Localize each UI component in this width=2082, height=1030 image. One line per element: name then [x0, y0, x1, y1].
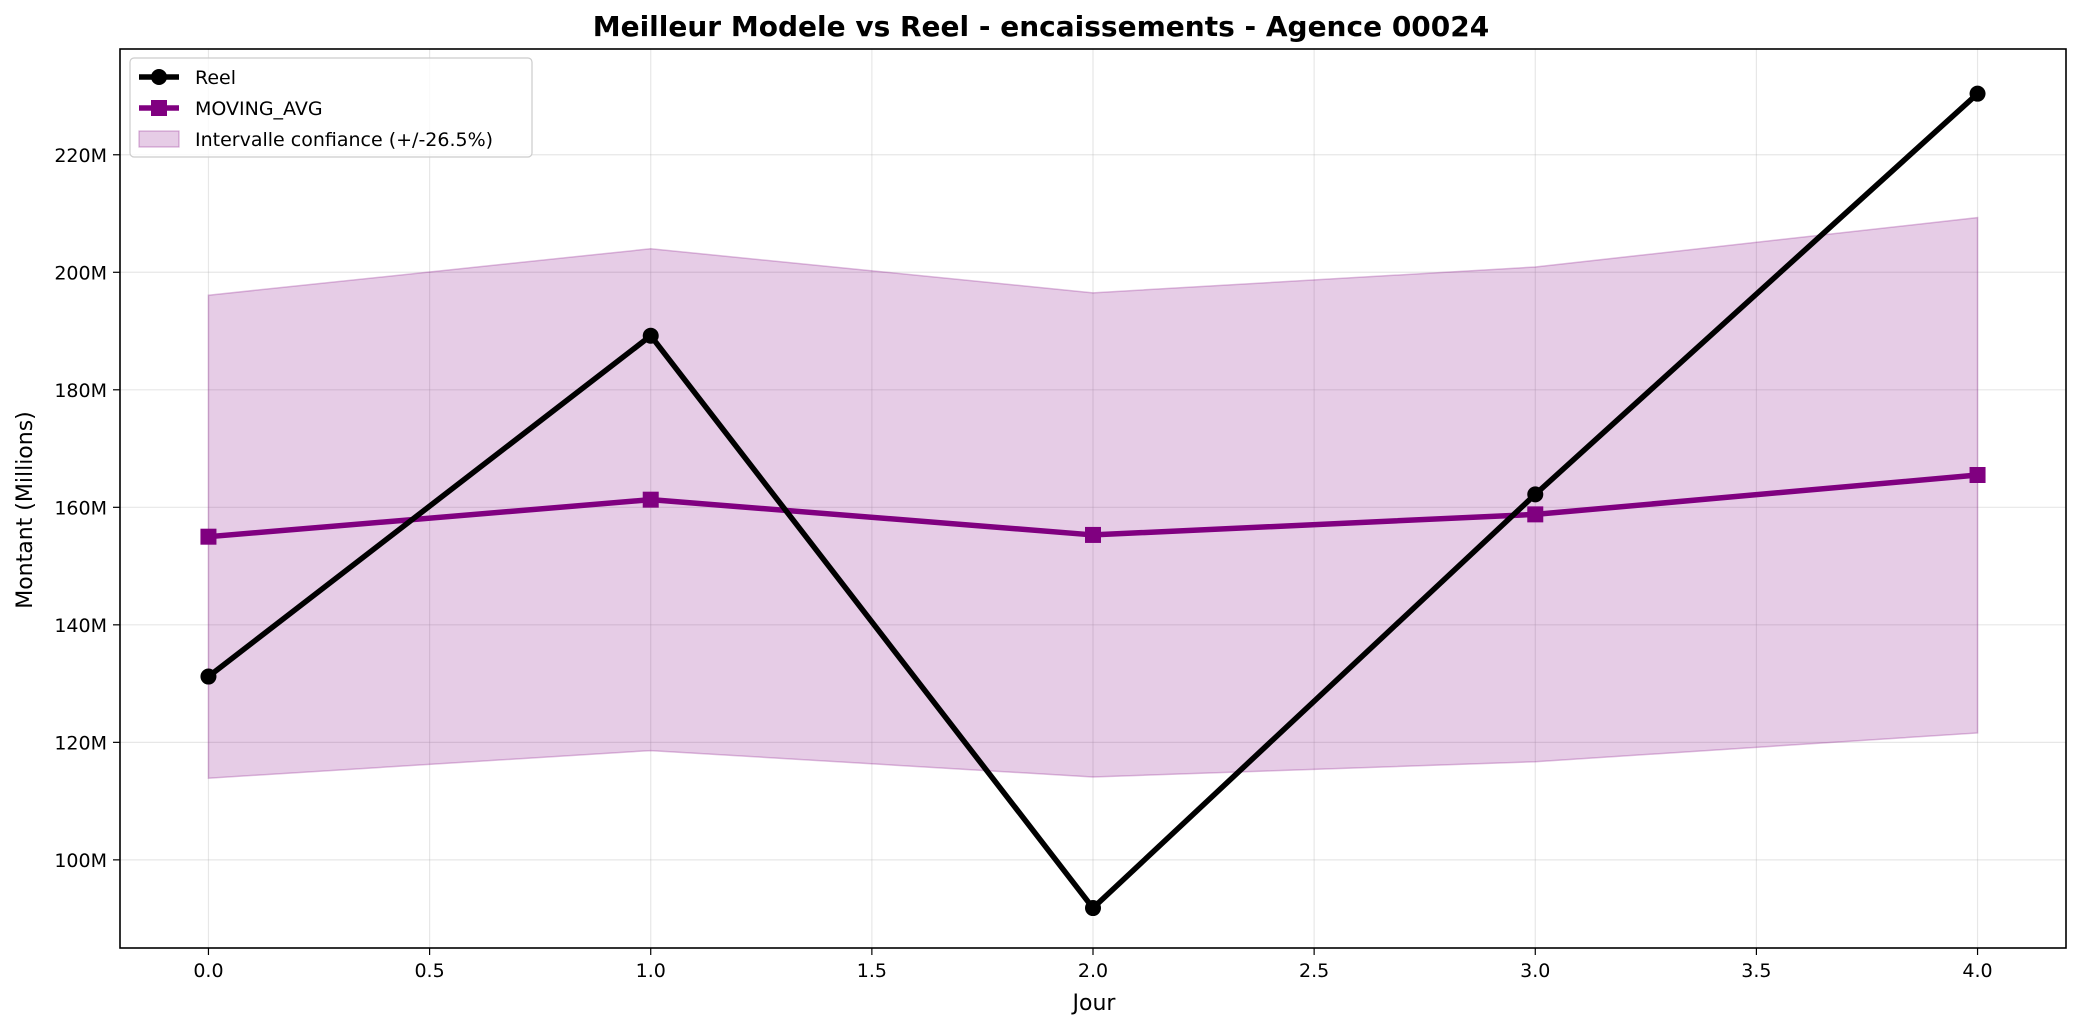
y-axis-label: Montant (Millions) — [13, 411, 38, 609]
y-tick-label: 160M — [54, 497, 107, 519]
y-tick-label: 220M — [54, 145, 107, 167]
chart-title: Meilleur Modele vs Reel - encaissements … — [593, 10, 1490, 43]
data-point-moving-avg — [1969, 466, 1986, 483]
legend-label: Reel — [195, 67, 236, 89]
x-tick-label: 2.0 — [1078, 960, 1108, 982]
legend-marker-moving-avg — [151, 100, 167, 116]
x-tick-label: 3.0 — [1520, 960, 1550, 982]
series-group — [200, 85, 1986, 917]
data-point-reel — [642, 327, 659, 344]
grid — [120, 49, 2066, 948]
data-point-reel — [1969, 85, 1986, 102]
y-tick-label: 100M — [54, 850, 107, 872]
x-tick-label: 1.0 — [636, 960, 666, 982]
x-tick-label: 1.5 — [857, 960, 887, 982]
confidence-band — [207, 216, 1979, 779]
data-point-moving-avg — [1527, 506, 1544, 523]
x-axis-label: Jour — [1071, 991, 1117, 1016]
legend-marker-reel — [151, 69, 167, 85]
legend: Reel MOVING_AVG Intervalle confiance (+/-2… — [129, 57, 533, 158]
y-tick-label: 140M — [54, 615, 107, 637]
data-point-reel — [200, 668, 217, 685]
data-point-moving-avg — [1085, 526, 1101, 543]
legend-label: MOVING_AVG — [195, 98, 323, 120]
confidence-band-area — [207, 216, 1979, 779]
x-tick-label: 2.5 — [1299, 960, 1329, 982]
legend-box — [129, 57, 533, 158]
x-tick-label: 4.0 — [1962, 960, 1992, 982]
y-axis: 100M 120M 140M 160M 180M 200M 220M — [54, 145, 120, 872]
x-tick-label: 0.0 — [193, 960, 223, 982]
data-point-moving-avg — [642, 491, 659, 508]
y-tick-label: 180M — [54, 380, 107, 402]
legend-label: Intervalle confiance (+/-26.5%) — [195, 129, 493, 151]
y-tick-label: 120M — [54, 732, 107, 754]
x-tick-label: 0.5 — [414, 960, 444, 982]
data-point-moving-avg — [200, 528, 217, 545]
legend-swatch-band — [138, 130, 180, 148]
x-axis: 0.0 0.5 1.0 1.5 2.0 2.5 3.0 3.5 4.0 — [193, 948, 1993, 982]
x-tick-label: 3.5 — [1741, 960, 1771, 982]
data-point-reel — [1085, 900, 1101, 917]
y-tick-label: 200M — [54, 262, 107, 284]
data-point-reel — [1527, 486, 1544, 503]
